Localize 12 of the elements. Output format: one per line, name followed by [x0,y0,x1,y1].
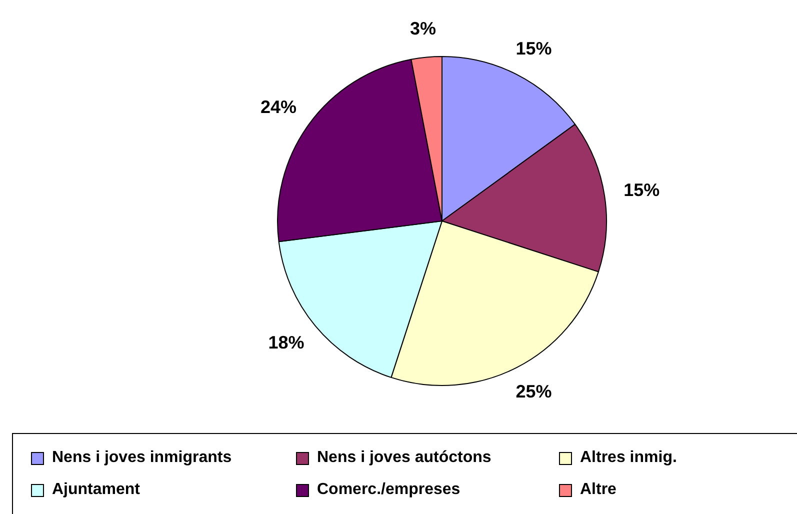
legend-label: Ajuntament [52,481,140,499]
data-label: 25% [516,381,552,402]
data-label: 3% [410,18,436,38]
legend-label: Altres inmig. [580,449,677,467]
data-label: 24% [260,96,296,117]
data-label: 15% [624,180,660,200]
legend-label: Altre [580,481,616,499]
legend-label: Nens i joves autóctons [317,449,492,467]
legend-label: Nens i joves inmigrants [52,449,232,467]
data-label: 18% [268,332,304,353]
data-label: 15% [516,38,552,58]
legend-label: Comerc./empreses [317,481,460,499]
